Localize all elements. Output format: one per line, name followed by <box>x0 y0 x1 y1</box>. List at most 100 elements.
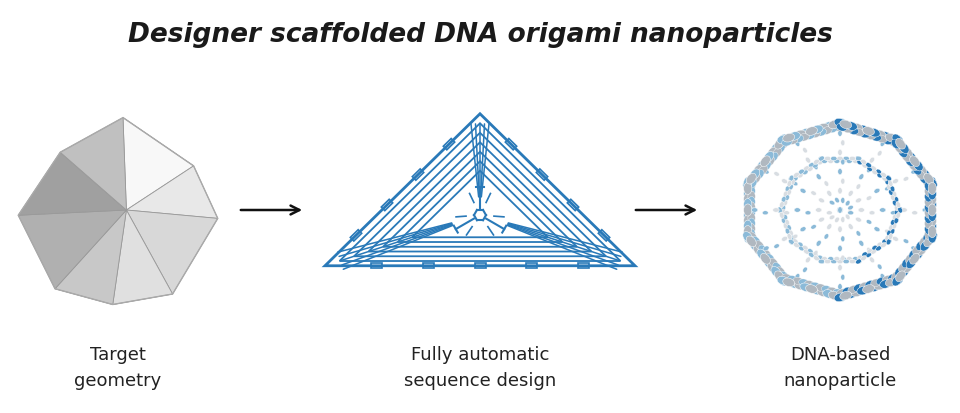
Ellipse shape <box>758 245 768 255</box>
Ellipse shape <box>800 227 806 232</box>
Ellipse shape <box>836 289 847 297</box>
Ellipse shape <box>928 177 936 189</box>
Ellipse shape <box>808 163 814 168</box>
Ellipse shape <box>823 290 834 298</box>
Ellipse shape <box>920 174 928 184</box>
Ellipse shape <box>901 152 911 162</box>
Ellipse shape <box>763 169 769 174</box>
Ellipse shape <box>778 275 788 286</box>
Ellipse shape <box>781 179 787 184</box>
Ellipse shape <box>785 228 790 234</box>
Ellipse shape <box>889 225 893 230</box>
Ellipse shape <box>921 240 930 251</box>
Ellipse shape <box>744 204 752 216</box>
Ellipse shape <box>892 134 902 145</box>
Ellipse shape <box>752 208 757 212</box>
Ellipse shape <box>795 140 800 147</box>
Ellipse shape <box>928 225 936 237</box>
Ellipse shape <box>923 178 932 188</box>
Ellipse shape <box>782 278 795 287</box>
Ellipse shape <box>750 169 759 180</box>
Ellipse shape <box>811 286 823 295</box>
Ellipse shape <box>800 283 812 292</box>
Ellipse shape <box>870 257 875 263</box>
Ellipse shape <box>909 249 918 259</box>
Ellipse shape <box>928 183 936 195</box>
Ellipse shape <box>886 176 892 181</box>
Ellipse shape <box>848 206 853 210</box>
Ellipse shape <box>859 240 864 246</box>
Ellipse shape <box>780 139 789 149</box>
Ellipse shape <box>902 262 913 273</box>
Ellipse shape <box>805 127 817 135</box>
Ellipse shape <box>754 244 763 256</box>
Ellipse shape <box>794 281 806 290</box>
Ellipse shape <box>882 275 893 283</box>
Ellipse shape <box>805 285 817 293</box>
Ellipse shape <box>912 245 922 255</box>
Ellipse shape <box>924 202 932 213</box>
Ellipse shape <box>785 186 790 192</box>
Ellipse shape <box>842 287 852 295</box>
Ellipse shape <box>927 178 937 188</box>
Ellipse shape <box>833 289 844 297</box>
Ellipse shape <box>910 254 920 264</box>
Ellipse shape <box>867 167 873 171</box>
Ellipse shape <box>927 178 937 188</box>
Ellipse shape <box>888 180 893 187</box>
Ellipse shape <box>928 193 936 205</box>
Ellipse shape <box>819 156 825 161</box>
Ellipse shape <box>895 209 899 214</box>
Ellipse shape <box>863 285 875 293</box>
Ellipse shape <box>818 259 825 263</box>
Ellipse shape <box>822 159 828 163</box>
Ellipse shape <box>827 211 832 215</box>
Ellipse shape <box>780 212 784 218</box>
Ellipse shape <box>828 159 833 163</box>
Ellipse shape <box>852 123 863 132</box>
Ellipse shape <box>793 277 804 285</box>
Ellipse shape <box>910 156 920 166</box>
Ellipse shape <box>874 188 880 193</box>
Ellipse shape <box>773 208 780 212</box>
Ellipse shape <box>885 235 889 241</box>
Ellipse shape <box>886 175 891 181</box>
Ellipse shape <box>836 289 847 297</box>
Ellipse shape <box>857 255 862 260</box>
Ellipse shape <box>895 267 903 276</box>
Ellipse shape <box>871 133 881 141</box>
Ellipse shape <box>811 191 816 195</box>
Polygon shape <box>18 118 218 304</box>
Ellipse shape <box>834 159 840 163</box>
Ellipse shape <box>787 233 792 240</box>
Ellipse shape <box>923 208 928 212</box>
Ellipse shape <box>843 259 850 263</box>
Ellipse shape <box>838 226 842 233</box>
Ellipse shape <box>920 174 928 184</box>
Ellipse shape <box>871 279 881 287</box>
Ellipse shape <box>838 284 842 290</box>
Ellipse shape <box>744 188 752 200</box>
Ellipse shape <box>778 207 782 213</box>
Ellipse shape <box>756 160 767 171</box>
Ellipse shape <box>894 196 899 202</box>
Ellipse shape <box>829 201 835 205</box>
Ellipse shape <box>885 133 898 142</box>
Ellipse shape <box>905 157 914 166</box>
Ellipse shape <box>879 132 892 140</box>
Ellipse shape <box>828 291 840 300</box>
Ellipse shape <box>792 234 798 239</box>
Ellipse shape <box>840 291 852 300</box>
Ellipse shape <box>838 188 842 194</box>
Ellipse shape <box>874 281 886 290</box>
Ellipse shape <box>896 138 905 149</box>
Ellipse shape <box>804 249 809 254</box>
Ellipse shape <box>798 173 803 178</box>
Ellipse shape <box>760 156 770 166</box>
Polygon shape <box>127 210 218 294</box>
Ellipse shape <box>781 138 792 146</box>
Ellipse shape <box>905 254 914 263</box>
Ellipse shape <box>903 239 909 243</box>
Ellipse shape <box>928 199 936 211</box>
Ellipse shape <box>900 208 907 212</box>
